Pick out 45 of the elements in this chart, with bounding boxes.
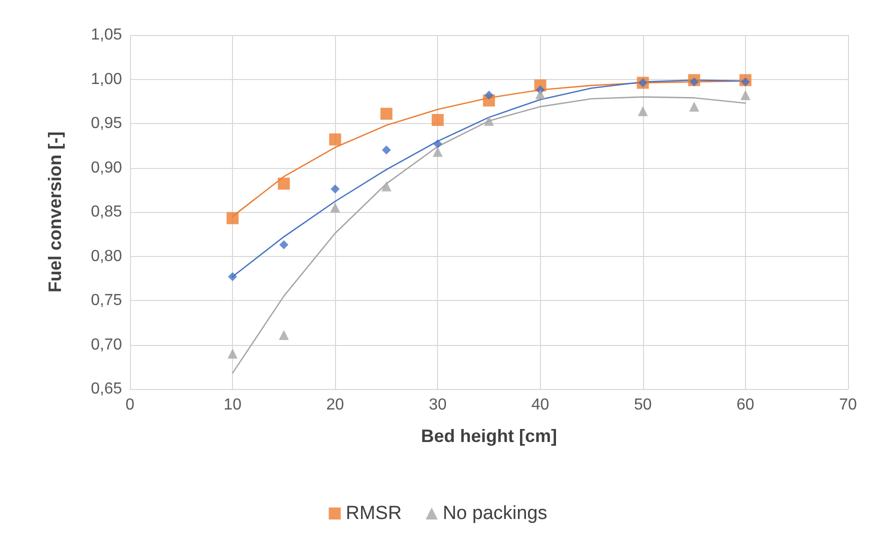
point bbox=[278, 178, 290, 190]
point bbox=[535, 89, 546, 100]
y-tick-label: 0,65 bbox=[90, 380, 122, 398]
point bbox=[433, 139, 442, 148]
point bbox=[228, 348, 238, 359]
point bbox=[689, 102, 700, 112]
y-tick-label: 0,85 bbox=[90, 204, 122, 220]
point bbox=[381, 181, 392, 192]
x-tick-label: 70 bbox=[839, 396, 857, 414]
y-tick-label: 1,00 bbox=[90, 70, 122, 88]
x-tick-label: 50 bbox=[634, 396, 652, 414]
line-series bbox=[232, 96, 746, 374]
y-tick-label: 0,75 bbox=[90, 292, 122, 309]
x-axis-title: Bed height [cm] bbox=[420, 426, 558, 446]
y-tick-label: 1,05 bbox=[90, 26, 122, 44]
point bbox=[226, 212, 239, 224]
point bbox=[740, 77, 750, 86]
point bbox=[484, 90, 494, 100]
y-tick-label: 0,95 bbox=[90, 115, 122, 132]
y-tick-label: 0,90 bbox=[90, 159, 122, 176]
y-tick-label: 0,70 bbox=[90, 336, 122, 354]
point bbox=[329, 133, 342, 146]
point bbox=[484, 116, 494, 126]
point bbox=[380, 108, 392, 120]
y-tick-label: 0,80 bbox=[90, 248, 122, 265]
point bbox=[690, 77, 699, 86]
point bbox=[382, 146, 391, 155]
y-axis-title: Fuel conversion [-] bbox=[45, 131, 65, 293]
point bbox=[432, 146, 443, 157]
x-tick-label: 30 bbox=[428, 396, 447, 414]
legend-label: RMSR bbox=[346, 503, 402, 524]
x-tick-label: 40 bbox=[531, 396, 550, 414]
point bbox=[330, 184, 340, 194]
point bbox=[638, 106, 648, 116]
x-tick-label: 0 bbox=[126, 396, 135, 414]
x-tick-label: 60 bbox=[736, 396, 754, 414]
legend-label: No packings bbox=[442, 503, 548, 524]
point bbox=[228, 272, 238, 282]
point bbox=[740, 90, 750, 100]
point bbox=[432, 114, 444, 126]
x-tick-label: 20 bbox=[326, 396, 344, 414]
point bbox=[279, 240, 288, 250]
x-tick-label: 10 bbox=[224, 396, 242, 414]
point bbox=[330, 202, 340, 213]
point bbox=[278, 330, 289, 340]
